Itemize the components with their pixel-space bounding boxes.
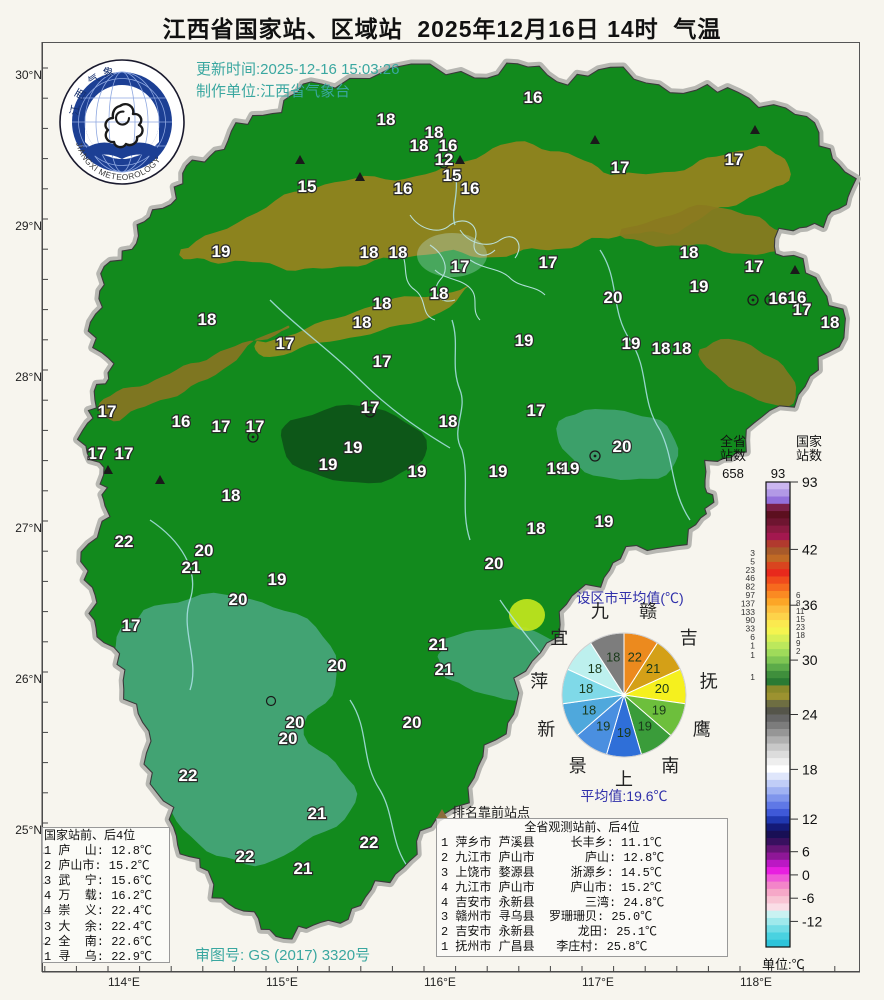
svg-text:19: 19 xyxy=(596,719,610,734)
svg-text:18: 18 xyxy=(606,650,620,665)
svg-text:22: 22 xyxy=(628,650,642,665)
svg-text:景: 景 xyxy=(569,756,587,776)
svg-text:21: 21 xyxy=(646,661,660,676)
svg-text:宜: 宜 xyxy=(550,628,568,648)
svg-text:南: 南 xyxy=(661,756,679,776)
svg-text:18: 18 xyxy=(582,702,596,717)
svg-text:新: 新 xyxy=(537,719,555,739)
svg-text:抚: 抚 xyxy=(700,672,718,692)
svg-text:上: 上 xyxy=(615,769,633,789)
svg-text:18: 18 xyxy=(579,681,593,696)
svg-text:19: 19 xyxy=(638,719,652,734)
svg-text:18: 18 xyxy=(588,661,602,676)
svg-text:萍: 萍 xyxy=(530,672,548,692)
svg-text:赣: 赣 xyxy=(639,602,657,622)
svg-text:吉: 吉 xyxy=(680,628,698,648)
svg-text:19: 19 xyxy=(617,725,631,740)
svg-text:19: 19 xyxy=(652,702,666,717)
svg-text:平均值:19.6℃: 平均值:19.6℃ xyxy=(580,788,667,804)
svg-text:20: 20 xyxy=(655,681,669,696)
svg-text:九: 九 xyxy=(591,602,609,622)
svg-text:鹰: 鹰 xyxy=(693,719,711,739)
